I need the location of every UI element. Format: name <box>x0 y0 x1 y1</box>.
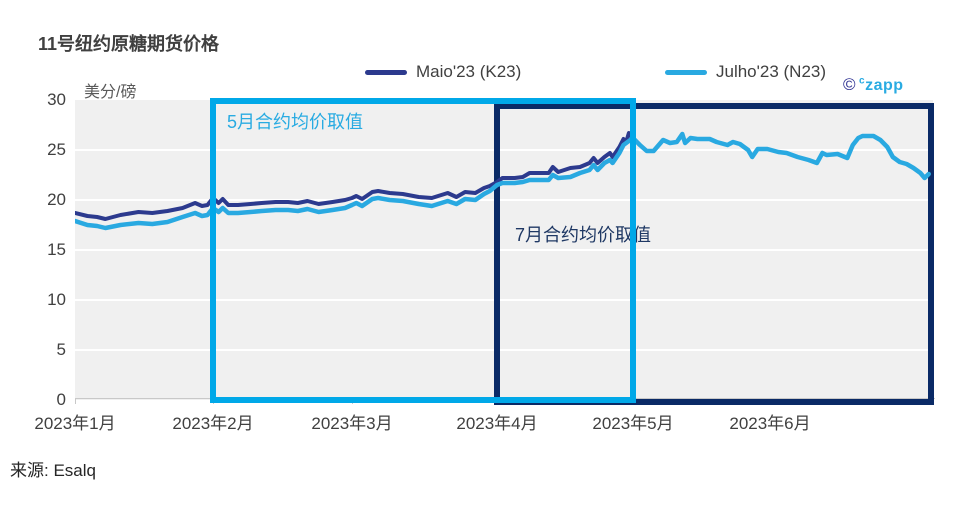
x-tick-label-2: 2023年2月 <box>172 414 254 433</box>
gridline-25 <box>75 149 933 151</box>
legend-label-julho-n23: Julho'23 (N23) <box>716 62 827 81</box>
chart-title: 11号纽约原糖期货价格 <box>38 34 220 54</box>
y-tick-label-10: 10 <box>47 290 66 309</box>
y-tick-label-5: 5 <box>56 340 66 359</box>
legend-item-maio-k23: Maio'23 (K23) <box>365 62 521 82</box>
y-tick-label-0: 0 <box>56 390 66 409</box>
series-line-maio-k23 <box>75 128 635 221</box>
czapp-brand-text: zapp <box>865 77 904 94</box>
legend-label-maio-k23: Maio'23 (K23) <box>416 62 522 81</box>
y-tick-label-15: 15 <box>47 240 66 259</box>
series-line-julho-n23 <box>75 131 931 231</box>
copyright-icon: © <box>843 75 857 94</box>
y-tick-label-30: 30 <box>47 90 66 109</box>
x-tick-label-6: 2023年6月 <box>729 414 811 433</box>
series-lines <box>75 128 931 231</box>
annotation-box-july-window <box>494 103 935 405</box>
x-tick-label-3: 2023年3月 <box>311 414 393 433</box>
legend-swatch-julho-n23 <box>665 69 707 75</box>
gridline-15 <box>75 249 933 251</box>
annotation-label-july-window: 7月合约均价取值 <box>515 225 652 245</box>
x-tickmark <box>75 399 76 404</box>
gridline-10 <box>75 299 933 301</box>
y-tick-label-20: 20 <box>47 190 66 209</box>
annotation-label-may-window: 5月合约均价取值 <box>227 112 364 132</box>
x-tick-label-4: 2023年4月 <box>456 414 538 433</box>
gridline-20 <box>75 199 933 201</box>
y-axis-unit-label: 美分/磅 <box>84 84 137 101</box>
annotation-box-may-window <box>210 98 636 403</box>
gridline-5 <box>75 349 933 351</box>
legend-item-julho-n23: Julho'23 (N23) <box>665 62 826 82</box>
legend-swatch-maio-k23 <box>365 69 407 75</box>
czapp-logo: © czapp <box>843 75 904 94</box>
plot-area <box>75 100 933 400</box>
y-tick-label-25: 25 <box>47 140 66 159</box>
source-note: 来源: Esalq <box>10 461 96 480</box>
x-tick-label-5: 2023年5月 <box>592 414 674 433</box>
x-tick-label-1: 2023年1月 <box>34 414 116 433</box>
